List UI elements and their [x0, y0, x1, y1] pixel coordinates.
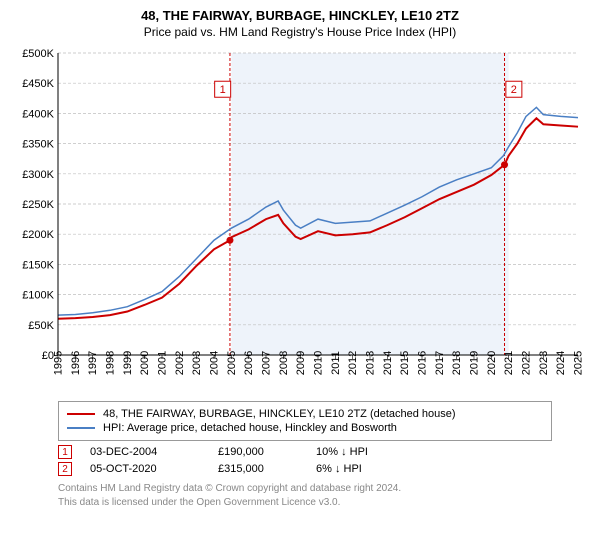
- svg-text:2009: 2009: [295, 351, 307, 375]
- svg-text:2003: 2003: [191, 351, 203, 375]
- svg-text:1997: 1997: [87, 351, 99, 375]
- legend-item: 48, THE FAIRWAY, BURBAGE, HINCKLEY, LE10…: [67, 408, 543, 420]
- svg-text:£350K: £350K: [22, 139, 54, 151]
- legend-label: 48, THE FAIRWAY, BURBAGE, HINCKLEY, LE10…: [103, 408, 456, 420]
- chart-area: £0£50K£100K£150K£200K£250K£300K£350K£400…: [12, 45, 588, 395]
- svg-text:2019: 2019: [469, 351, 481, 375]
- sale-pct: 10% ↓ HPI: [316, 446, 416, 458]
- svg-text:2010: 2010: [313, 351, 325, 375]
- legend-label: HPI: Average price, detached house, Hinc…: [103, 422, 397, 434]
- sale-price: £315,000: [218, 463, 298, 475]
- svg-text:1995: 1995: [53, 351, 65, 375]
- svg-text:2000: 2000: [139, 351, 151, 375]
- page-subtitle: Price paid vs. HM Land Registry's House …: [12, 25, 588, 39]
- svg-text:2006: 2006: [243, 351, 255, 375]
- footer-line: This data is licensed under the Open Gov…: [58, 496, 552, 510]
- svg-text:2: 2: [511, 84, 517, 96]
- svg-text:2017: 2017: [434, 351, 446, 375]
- svg-text:£100K: £100K: [22, 290, 54, 302]
- svg-text:2020: 2020: [486, 351, 498, 375]
- svg-text:2005: 2005: [226, 351, 238, 375]
- table-row: 1 03-DEC-2004 £190,000 10% ↓ HPI: [58, 445, 552, 459]
- svg-text:2024: 2024: [555, 351, 567, 375]
- legend: 48, THE FAIRWAY, BURBAGE, HINCKLEY, LE10…: [58, 401, 552, 441]
- svg-text:£150K: £150K: [22, 259, 54, 271]
- svg-text:2022: 2022: [521, 351, 533, 375]
- svg-text:£200K: £200K: [22, 229, 54, 241]
- svg-text:1999: 1999: [122, 351, 134, 375]
- sales-table: 1 03-DEC-2004 £190,000 10% ↓ HPI 2 05-OC…: [58, 445, 552, 476]
- page-title: 48, THE FAIRWAY, BURBAGE, HINCKLEY, LE10…: [12, 8, 588, 23]
- svg-text:£500K: £500K: [22, 48, 54, 60]
- svg-text:2015: 2015: [399, 351, 411, 375]
- svg-text:2014: 2014: [382, 351, 394, 375]
- sale-price: £190,000: [218, 446, 298, 458]
- legend-item: HPI: Average price, detached house, Hinc…: [67, 422, 543, 434]
- legend-swatch: [67, 413, 95, 415]
- svg-text:2025: 2025: [573, 351, 585, 375]
- svg-text:2012: 2012: [347, 351, 359, 375]
- svg-text:1996: 1996: [70, 351, 82, 375]
- svg-text:2001: 2001: [157, 351, 169, 375]
- sale-marker: 2: [58, 462, 72, 476]
- chart-container: 48, THE FAIRWAY, BURBAGE, HINCKLEY, LE10…: [0, 0, 600, 560]
- svg-text:2007: 2007: [261, 351, 273, 375]
- svg-text:£400K: £400K: [22, 108, 54, 120]
- svg-text:£250K: £250K: [22, 199, 54, 211]
- sale-pct: 6% ↓ HPI: [316, 463, 416, 475]
- titles: 48, THE FAIRWAY, BURBAGE, HINCKLEY, LE10…: [12, 8, 588, 39]
- svg-text:£50K: £50K: [28, 320, 54, 332]
- svg-text:2016: 2016: [417, 351, 429, 375]
- table-row: 2 05-OCT-2020 £315,000 6% ↓ HPI: [58, 462, 552, 476]
- svg-text:£450K: £450K: [22, 78, 54, 90]
- svg-text:2018: 2018: [451, 351, 463, 375]
- footer-line: Contains HM Land Registry data © Crown c…: [58, 482, 552, 496]
- svg-text:2004: 2004: [209, 351, 221, 375]
- svg-text:£300K: £300K: [22, 169, 54, 181]
- svg-text:1: 1: [220, 84, 226, 96]
- svg-text:2023: 2023: [538, 351, 550, 375]
- line-chart-svg: £0£50K£100K£150K£200K£250K£300K£350K£400…: [12, 45, 588, 395]
- sale-date: 05-OCT-2020: [90, 463, 200, 475]
- sale-marker: 1: [58, 445, 72, 459]
- svg-text:2002: 2002: [174, 351, 186, 375]
- svg-text:2008: 2008: [278, 351, 290, 375]
- legend-swatch: [67, 427, 95, 429]
- sale-date: 03-DEC-2004: [90, 446, 200, 458]
- svg-text:2013: 2013: [365, 351, 377, 375]
- svg-text:1998: 1998: [105, 351, 117, 375]
- footer: Contains HM Land Registry data © Crown c…: [58, 482, 552, 509]
